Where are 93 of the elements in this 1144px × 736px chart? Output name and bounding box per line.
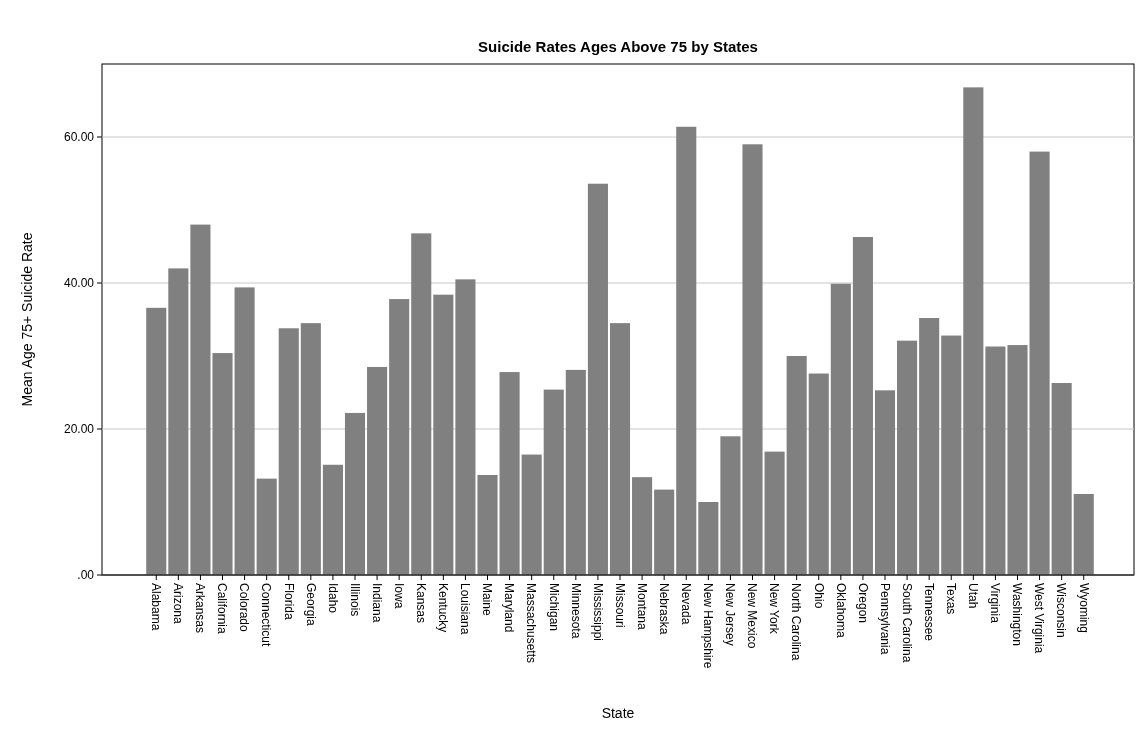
bar xyxy=(919,318,940,575)
bar xyxy=(433,294,454,575)
x-tick-label: Colorado xyxy=(237,583,252,633)
bar xyxy=(897,340,918,575)
bar xyxy=(874,390,896,575)
bar xyxy=(742,144,763,575)
x-tick-label: Alabama xyxy=(149,583,164,631)
bar xyxy=(609,323,631,575)
x-tick-label: Oregon xyxy=(855,583,870,624)
x-tick-label: South Carolina xyxy=(899,583,914,663)
y-tick-label: 40.00 xyxy=(63,276,95,291)
x-tick-label: New Hampshire xyxy=(701,583,716,669)
x-tick-label: Texas xyxy=(944,583,959,615)
x-tick-label: Connecticut xyxy=(259,583,274,648)
bar xyxy=(830,283,851,575)
bar xyxy=(411,233,432,575)
bar xyxy=(256,478,277,575)
x-tick-label: Iowa xyxy=(391,583,406,609)
bar xyxy=(389,299,410,575)
bar xyxy=(1007,345,1028,575)
bar xyxy=(300,323,321,575)
x-tick-label: Louisiana xyxy=(458,583,473,635)
x-tick-label: Kansas xyxy=(414,583,429,624)
x-tick-label: Mississippi xyxy=(590,583,605,642)
bar xyxy=(698,502,719,575)
x-tick-label: Kentucky xyxy=(436,583,451,633)
x-tick-label: Montana xyxy=(634,583,649,631)
x-tick-label: Tennessee xyxy=(921,583,936,642)
x-tick-label: Utah xyxy=(966,583,981,609)
bar xyxy=(941,335,962,575)
x-tick-label: Arizona xyxy=(171,583,186,625)
x-tick-label: Virginia xyxy=(988,583,1003,624)
bar xyxy=(278,328,299,575)
bar xyxy=(565,369,586,575)
x-tick-label: Indiana xyxy=(369,583,384,623)
bar xyxy=(654,489,675,575)
x-tick-label: Wyoming xyxy=(1076,583,1091,633)
x-tick-label: Missouri xyxy=(612,583,627,628)
x-tick-label: West Virginia xyxy=(1032,583,1047,654)
chart-title: Suicide Rates Ages Above 75 by States xyxy=(478,38,758,55)
x-tick-label: New York xyxy=(767,583,782,635)
y-tick-label: 60.00 xyxy=(63,130,95,145)
bar xyxy=(521,454,542,575)
x-tick-label: Maine xyxy=(480,583,495,617)
bar xyxy=(234,287,255,575)
x-tick-label: California xyxy=(215,583,230,635)
bar xyxy=(367,366,388,575)
bar xyxy=(632,477,653,575)
x-tick-label: Florida xyxy=(281,583,296,621)
bar xyxy=(1073,493,1094,575)
bar xyxy=(543,389,564,575)
bar xyxy=(1029,151,1050,575)
x-tick-label: Maryland xyxy=(502,583,517,633)
x-tick-label: Ohio xyxy=(811,583,826,609)
y-axis-title: Mean Age 75+ Suicide Rate xyxy=(19,232,35,407)
x-tick-label: Michigan xyxy=(546,583,561,632)
bar xyxy=(963,87,984,575)
bar xyxy=(852,237,873,575)
x-tick-label: North Carolina xyxy=(789,583,804,661)
bar xyxy=(212,353,233,575)
x-tick-label: Washington xyxy=(1010,583,1025,646)
x-tick-label: Minnesota xyxy=(568,583,583,639)
x-tick-label: Arkansas xyxy=(193,583,208,634)
y-tick-label: 20.00 xyxy=(63,422,95,437)
bar xyxy=(477,474,498,575)
x-tick-label: Oklahoma xyxy=(833,583,848,639)
bar xyxy=(985,346,1006,575)
bar xyxy=(764,451,785,575)
x-tick-label: Illinois xyxy=(347,583,362,617)
bar xyxy=(190,224,211,575)
x-tick-label: New Mexico xyxy=(745,583,760,649)
bar xyxy=(587,183,608,575)
x-tick-label: Nevada xyxy=(679,583,694,625)
bar xyxy=(720,436,741,575)
x-tick-label: Wisconsin xyxy=(1054,583,1069,638)
bar xyxy=(322,464,343,575)
y-tick-label: .00 xyxy=(77,568,95,583)
bar xyxy=(808,373,829,575)
x-tick-label: Idaho xyxy=(325,583,340,614)
bar xyxy=(146,307,167,575)
x-tick-label: Massachusetts xyxy=(524,583,539,664)
x-tick-label: Georgia xyxy=(303,583,318,627)
bar xyxy=(499,372,520,575)
bar xyxy=(455,279,476,575)
x-tick-label: Pennsylvania xyxy=(877,583,892,655)
bar xyxy=(786,356,807,575)
bar xyxy=(168,268,189,575)
x-tick-label: Nebraska xyxy=(656,583,671,635)
bar xyxy=(676,126,697,575)
x-axis-title: State xyxy=(601,705,635,721)
bar xyxy=(344,412,366,575)
x-tick-label: New Jersey xyxy=(723,583,738,646)
bar xyxy=(1051,383,1072,575)
